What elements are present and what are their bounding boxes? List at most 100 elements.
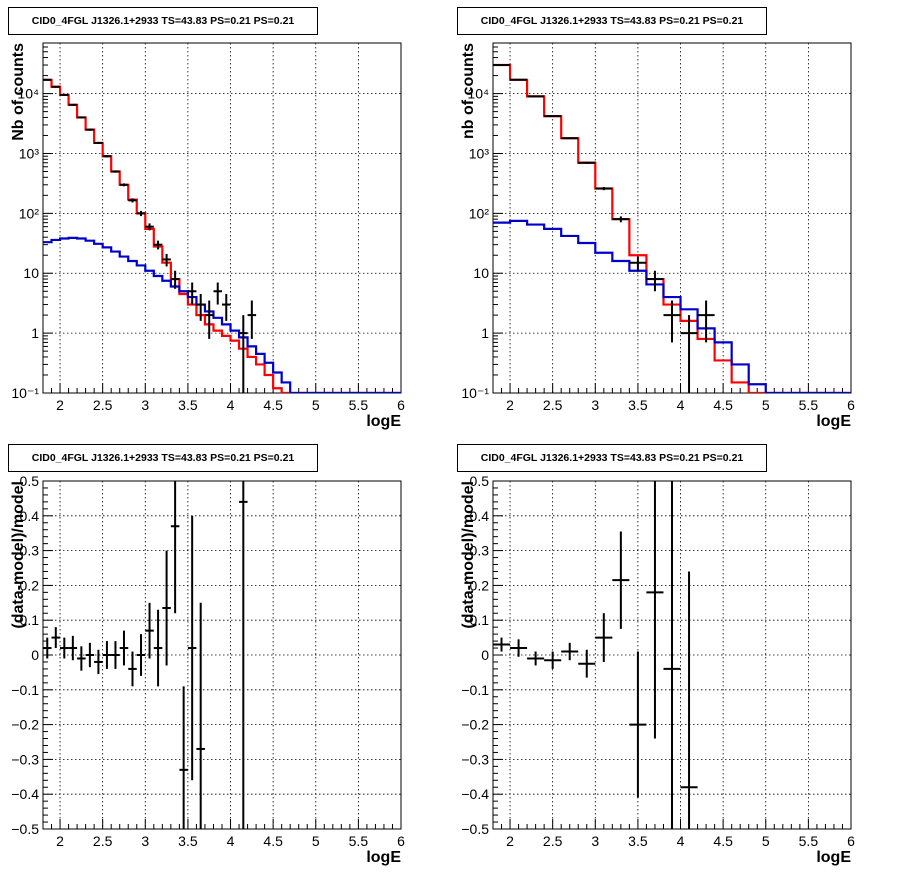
data-point [646, 270, 664, 292]
x-tick-label: 4 [227, 397, 235, 413]
y-tick-label: −0.2 [461, 717, 489, 733]
y-tick-label: 0 [481, 647, 489, 663]
data-point [680, 571, 698, 829]
x-tick-label: 3.5 [628, 397, 648, 413]
data-point [77, 646, 86, 671]
data-point [544, 115, 562, 118]
panel-1-title: CID0_4FGL J1326.1+2933 TS=43.83 PS=0.21 … [8, 7, 318, 35]
panel-3-title: CID0_4FGL J1326.1+2933 TS=43.83 PS=0.21 … [8, 444, 318, 472]
x-tick-label: 6 [847, 397, 855, 413]
y-tick-label: −0.5 [11, 821, 39, 837]
x-tick-label: 4 [227, 833, 235, 849]
x-tick-label: 2.5 [93, 397, 113, 413]
data-point [239, 315, 248, 393]
data-point [493, 64, 511, 67]
data-point [629, 651, 647, 798]
data-point [663, 481, 681, 829]
x-axis-label: logE [816, 413, 851, 430]
data-point [43, 78, 52, 81]
x-tick-label: 5 [312, 833, 320, 849]
y-axis-label: (data-model)/model [10, 481, 27, 629]
data-point [680, 315, 698, 393]
data-point [187, 515, 197, 781]
x-tick-label: 3.5 [628, 833, 648, 849]
y-tick-label: 10 [473, 265, 489, 281]
panel-4-title: CID0_4FGL J1326.1+2933 TS=43.83 PS=0.21 … [457, 444, 767, 472]
data-point [68, 635, 78, 661]
data-point [77, 116, 86, 119]
y-tick-label: −0.5 [461, 821, 489, 837]
data-point [153, 240, 163, 250]
y-tick-label: −0.2 [11, 717, 39, 733]
y-tick-label: 0.5 [470, 473, 490, 489]
data-point [51, 627, 61, 649]
y-tick-label: 0.5 [20, 473, 40, 489]
x-tick-label: 5 [762, 833, 770, 849]
y-tick-label: 10³ [19, 145, 40, 161]
data-point [196, 602, 205, 829]
y-tick-label: −0.3 [461, 751, 489, 767]
plot-area [493, 63, 851, 393]
panel-2-title: CID0_4FGL J1326.1+2933 TS=43.83 PS=0.21 … [457, 7, 767, 35]
x-tick-label: 4.5 [713, 397, 733, 413]
data-point [153, 609, 163, 687]
y-tick-label: 1 [481, 325, 489, 341]
x-tick-label: 4.5 [713, 833, 733, 849]
data-point [561, 642, 579, 661]
y-tick-label: 1 [31, 325, 39, 341]
data-point [239, 481, 248, 829]
data-point [128, 651, 137, 687]
data-point [561, 137, 579, 140]
data-point [527, 651, 545, 666]
data-point [119, 183, 129, 187]
data-point [94, 141, 103, 145]
y-tick-label: −0.1 [11, 682, 39, 698]
y-tick-label: −0.4 [11, 786, 39, 802]
data-point [94, 649, 103, 675]
data-point [43, 637, 52, 659]
data-point [595, 186, 613, 191]
data-point [510, 639, 528, 657]
data-point [196, 294, 205, 321]
y-tick-label: −0.4 [461, 786, 489, 802]
data-point [60, 637, 69, 659]
x-tick-label: 5 [762, 397, 770, 413]
data-point [612, 216, 630, 223]
data-point [102, 641, 112, 669]
data-point [170, 481, 180, 614]
data-point [145, 602, 154, 659]
x-tick-label: 5.5 [799, 397, 819, 413]
data-point [85, 642, 95, 668]
x-tick-label: 4 [677, 397, 685, 413]
x-axis-label: logE [366, 413, 401, 430]
x-tick-label: 5 [312, 397, 320, 413]
x-tick-label: 2.5 [543, 833, 563, 849]
data-point [136, 210, 146, 217]
y-tick-label: 0.1 [20, 612, 40, 628]
data-point [145, 223, 154, 231]
y-tick-label: 0.4 [470, 508, 490, 524]
plot-area [43, 78, 401, 393]
y-tick-label: 10 [23, 265, 39, 281]
y-tick-label: 10² [469, 205, 490, 221]
x-tick-label: 6 [847, 833, 855, 849]
y-tick-label: 10⁻¹ [11, 385, 39, 401]
y-tick-label: 0 [31, 647, 39, 663]
data-point [222, 294, 231, 321]
data-point [578, 161, 596, 164]
x-tick-label: 4.5 [263, 833, 283, 849]
data-point [247, 300, 257, 339]
data-point [162, 253, 171, 267]
data-point [68, 103, 78, 106]
data-point [213, 282, 222, 305]
y-axis-label: Nb of counts [10, 43, 27, 141]
data-point [510, 78, 528, 81]
x-tick-label: 2.5 [93, 833, 113, 849]
data-point [128, 198, 137, 203]
data-point [629, 256, 647, 271]
data-point [187, 282, 197, 305]
data-point [60, 93, 69, 96]
y-tick-label: −0.1 [461, 682, 489, 698]
x-tick-label: 4.5 [263, 397, 283, 413]
